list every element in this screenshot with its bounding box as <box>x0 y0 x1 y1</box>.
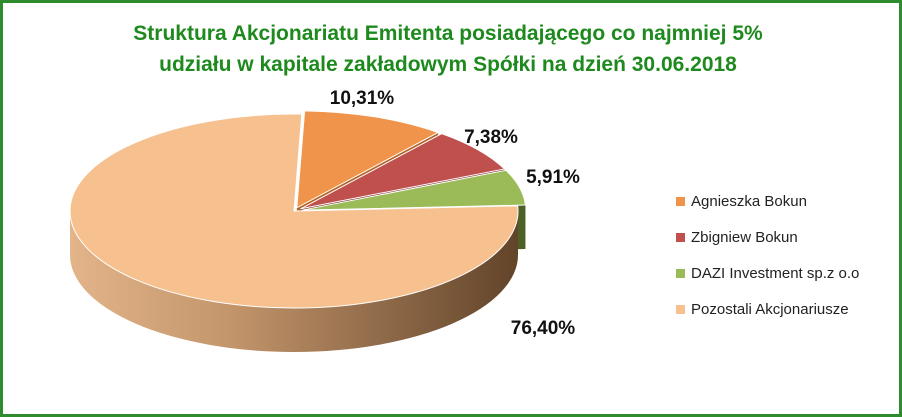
legend-swatch <box>676 268 685 278</box>
legend-label: Zbigniew Bokun <box>691 228 798 246</box>
legend-item-zbigniew-bokun: Zbigniew Bokun <box>676 219 891 255</box>
legend-item-agnieszka-bokun: Agnieszka Bokun <box>676 183 891 219</box>
pie-slice-agnieszka-bokun <box>296 110 440 209</box>
chart-title-line-1: Struktura Akcjonariatu Emitenta posiadaj… <box>133 22 763 45</box>
legend-swatch <box>676 232 685 242</box>
data-label-1: 7,38% <box>464 127 518 148</box>
legend-label: DAZI Investment sp.z o.o <box>691 264 860 282</box>
legend-label: Agnieszka Bokun <box>691 192 807 210</box>
pie-labels: 10,31% 7,38% 5,91% 76,40% <box>330 88 580 339</box>
chart-title: Struktura Akcjonariatu Emitenta posiadaj… <box>0 18 896 80</box>
data-label-0: 10,31% <box>330 88 395 109</box>
pie-tops <box>69 110 527 309</box>
legend-item-dazi-investment: DAZI Investment sp.z o.o <box>676 255 891 291</box>
pie-side-3 <box>70 211 518 352</box>
legend-item-pozostali-akcjonariusze: Pozostali Akcjonariusze <box>676 291 891 327</box>
legend-swatch <box>676 196 685 206</box>
data-label-2: 5,91% <box>526 167 580 188</box>
chart-title-line-2: udziału w kapitale zakładowym Spółki na … <box>159 53 737 76</box>
data-label-3: 76,40% <box>511 318 576 339</box>
pie-slice-dazi-investment-sp-z-o-o <box>301 169 527 211</box>
legend-swatch <box>676 304 685 314</box>
pie-slice-pozostali-akcjonariusze <box>69 113 519 309</box>
pie-slice-zbigniew-bokun <box>300 133 506 210</box>
chart-legend: Agnieszka Bokun Zbigniew Bokun DAZI Inve… <box>676 183 891 327</box>
legend-label: Pozostali Akcjonariusze <box>691 300 849 318</box>
